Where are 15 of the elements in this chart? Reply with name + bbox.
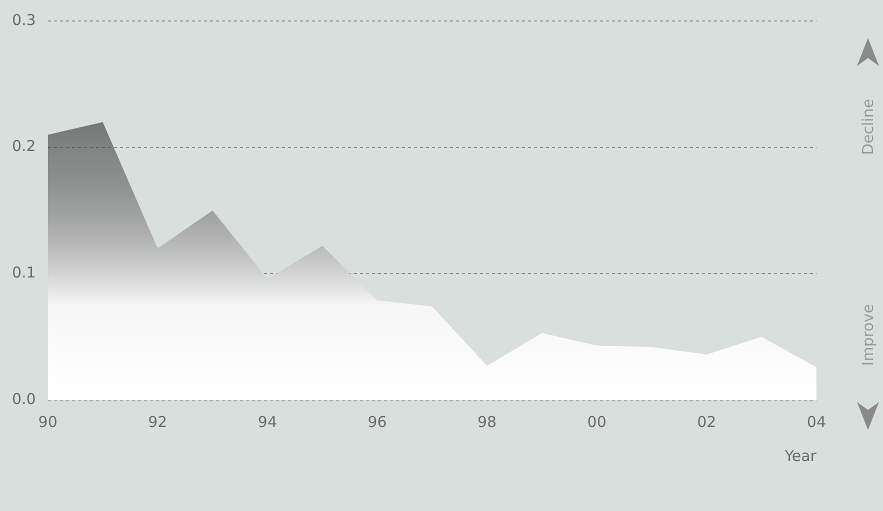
x-tick-label: 98 <box>478 412 497 431</box>
x-tick-label: 00 <box>587 412 606 431</box>
x-axis-title: Year <box>784 446 818 465</box>
text: Improve <box>859 304 877 366</box>
x-tick-label: 92 <box>148 412 168 431</box>
y-tick-label: 0.3 <box>12 10 36 29</box>
text: Decline <box>859 98 878 156</box>
y-tick-label: 0.2 <box>12 137 36 156</box>
x-tick-label: 02 <box>697 412 716 431</box>
x-tick-label: 90 <box>38 412 58 431</box>
y-tick-label: 0.1 <box>12 264 36 282</box>
x-tick-label: 96 <box>368 412 387 431</box>
y-tick-label: 0.0 <box>12 390 36 408</box>
x-tick-label: 94 <box>258 412 277 431</box>
x-tick-label: 04 <box>806 412 826 431</box>
